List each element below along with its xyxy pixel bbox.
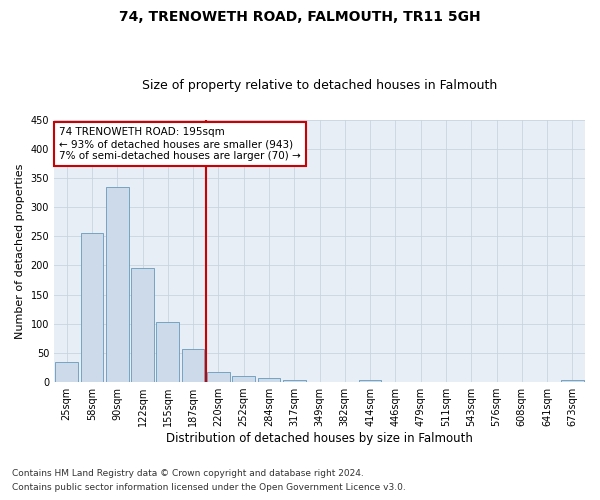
Bar [55,362,78,382]
Title: Size of property relative to detached houses in Falmouth: Size of property relative to detached ho… [142,79,497,92]
Bar [182,349,205,382]
Text: Contains public sector information licensed under the Open Government Licence v3: Contains public sector information licen… [12,484,406,492]
Text: 74 TRENOWETH ROAD: 195sqm
← 93% of detached houses are smaller (943)
7% of semi-: 74 TRENOWETH ROAD: 195sqm ← 93% of detac… [59,128,301,160]
Text: Contains HM Land Registry data © Crown copyright and database right 2024.: Contains HM Land Registry data © Crown c… [12,468,364,477]
Bar [157,322,179,382]
Bar [257,378,280,382]
Bar [80,234,103,382]
Bar [131,268,154,382]
Bar [207,372,230,382]
Bar [106,186,128,382]
Bar [232,376,255,382]
X-axis label: Distribution of detached houses by size in Falmouth: Distribution of detached houses by size … [166,432,473,445]
Text: 74, TRENOWETH ROAD, FALMOUTH, TR11 5GH: 74, TRENOWETH ROAD, FALMOUTH, TR11 5GH [119,10,481,24]
Y-axis label: Number of detached properties: Number of detached properties [15,163,25,338]
Bar [359,380,382,382]
Bar [283,380,305,382]
Bar [561,380,584,382]
